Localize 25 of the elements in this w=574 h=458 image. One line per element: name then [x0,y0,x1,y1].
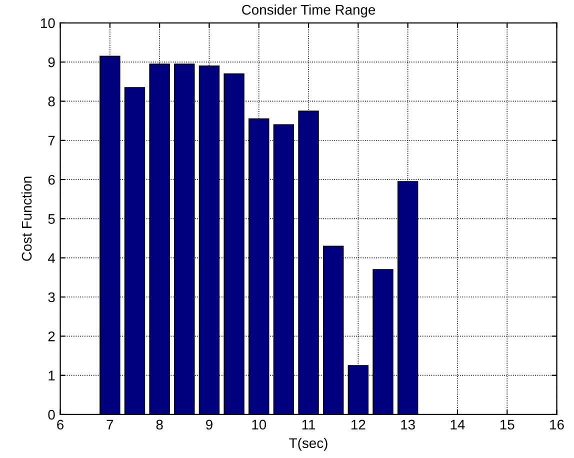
x-tick-label: 11 [302,420,316,430]
y-tick-label: 10 [41,18,55,28]
x-tick-label: 16 [550,420,564,430]
x-axis-title: T(sec) [289,438,328,451]
y-tick-label: 6 [48,174,55,185]
x-tick-label: 10 [252,420,266,430]
x-tick-label: 9 [206,420,212,430]
x-tick-label: 8 [156,420,163,430]
y-tick-label: 9 [48,57,55,68]
y-tick-label: 4 [48,253,56,263]
y-axis-title: Cost Function [21,176,32,261]
y-tick-label: 1 [48,370,55,380]
x-tick-label: 14 [450,420,465,430]
chart-title: Consider Time Range [242,4,376,18]
x-tick-label: 6 [57,420,64,430]
y-tick-label: 0 [48,410,55,420]
x-tick-label: 13 [401,420,415,430]
x-tick-label: 7 [106,420,114,430]
y-tick-label: 2 [48,332,55,342]
y-tick-label: 7 [48,136,55,146]
y-tick-label: 8 [48,96,55,106]
x-tick-label: 12 [352,420,366,430]
y-tick-label: 3 [48,292,55,302]
y-tick-label: 5 [48,214,55,224]
x-tick-label: 15 [500,420,514,430]
